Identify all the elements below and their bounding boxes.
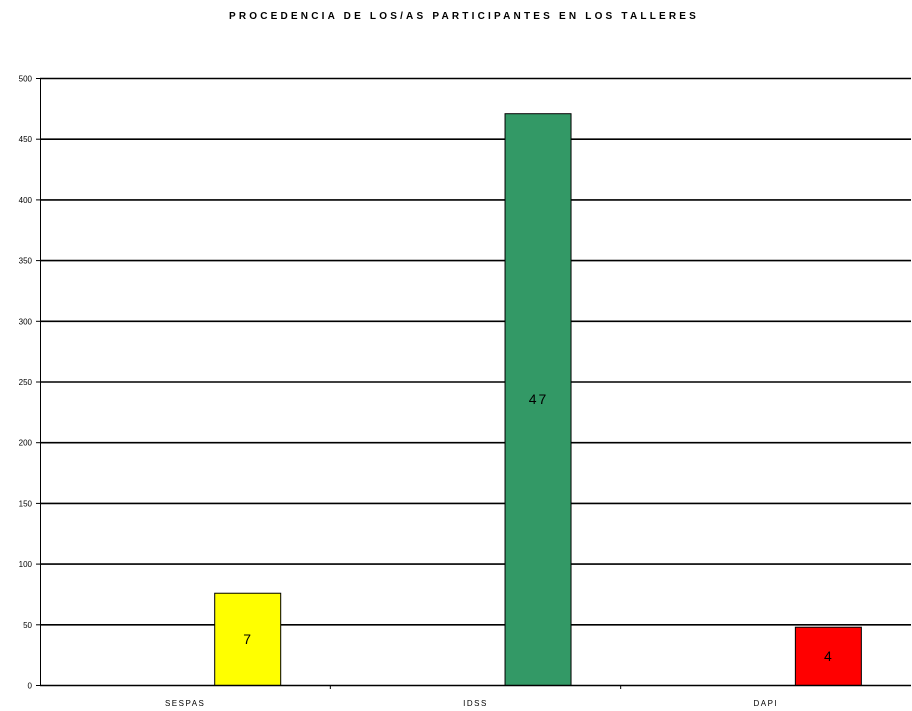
y-tick-label: 100 bbox=[19, 560, 33, 569]
axes bbox=[40, 78, 911, 687]
y-tick-label: 500 bbox=[19, 75, 33, 84]
bar-idss bbox=[504, 113, 572, 687]
bar-sespas bbox=[214, 592, 282, 687]
y-tick-label: 250 bbox=[19, 378, 33, 387]
x-tick-label: SESPAS bbox=[165, 699, 205, 708]
chart-title: PROCEDENCIA DE LOS/AS PARTICIPANTES EN L… bbox=[229, 11, 699, 22]
y-tick-label: 150 bbox=[19, 499, 33, 508]
y-tick-label: 200 bbox=[19, 439, 33, 448]
y-tick-label: 400 bbox=[19, 196, 33, 205]
data-label-sespas: 7 bbox=[243, 631, 253, 647]
y-tick-label: 50 bbox=[23, 621, 32, 630]
data-label-dapi: 4 bbox=[824, 648, 834, 664]
data-labels: 7 47 4 bbox=[243, 391, 834, 664]
y-tick-label: 450 bbox=[19, 135, 33, 144]
y-tick-label: 0 bbox=[28, 682, 33, 691]
x-axis-ticks: SESPAS IDSS DAPI bbox=[165, 685, 778, 708]
data-label-idss: 47 bbox=[529, 391, 549, 407]
x-tick-label: IDSS bbox=[463, 699, 488, 708]
y-axis-ticks: 0 50 100 150 200 250 300 350 400 450 500 bbox=[19, 75, 40, 691]
gridlines bbox=[40, 77, 911, 626]
x-tick-label: DAPI bbox=[753, 699, 778, 708]
y-tick-label: 300 bbox=[19, 317, 33, 326]
y-tick-label: 350 bbox=[19, 257, 33, 266]
